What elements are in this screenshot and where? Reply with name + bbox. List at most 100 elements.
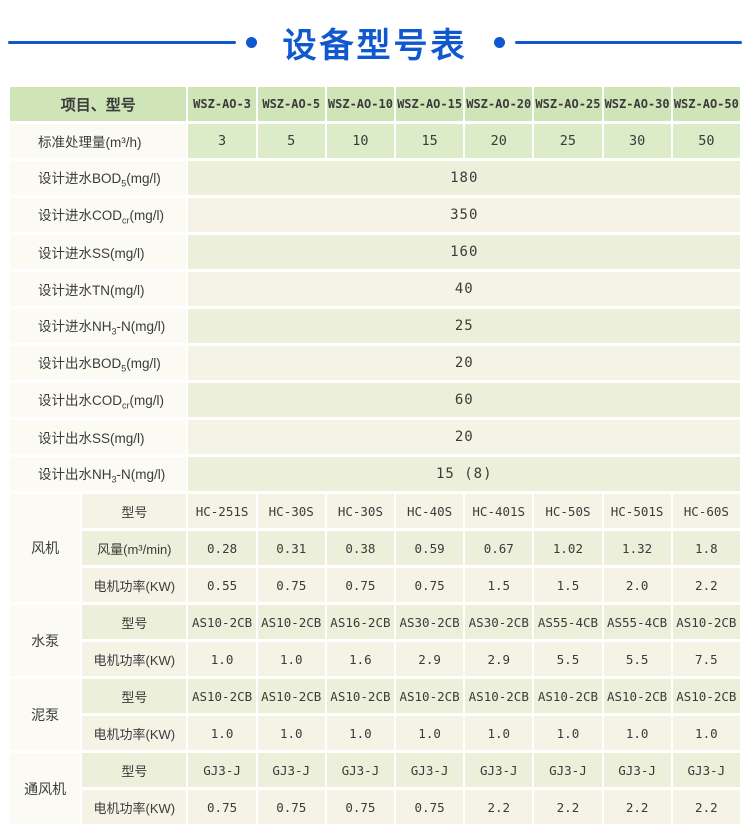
model-column-header: WSZ-AO-25: [534, 87, 602, 121]
equipment-value-cell: 0.75: [257, 790, 325, 824]
design-row: 设计进水SS(mg/l) 160: [10, 235, 740, 269]
equipment-value-cell: AS10-2CB: [257, 605, 325, 639]
equipment-value-cell: GJ3-J: [188, 753, 256, 787]
model-column-header: WSZ-AO-30: [603, 87, 671, 121]
model-column-header: WSZ-AO-20: [465, 87, 533, 121]
design-value-cell: 160: [188, 235, 740, 269]
spec-label: 设计出水BOD5(mg/l): [10, 346, 187, 380]
equipment-value-cell: AS10-2CB: [672, 605, 740, 639]
equipment-value-cell: 1.0: [603, 716, 671, 750]
spec-label: 设计出水SS(mg/l): [10, 420, 187, 454]
equipment-value-cell: AS10-2CB: [603, 679, 671, 713]
equipment-value-cell: 1.0: [326, 716, 394, 750]
subscript: cr: [122, 215, 130, 226]
equipment-value-cell: AS10-2CB: [396, 679, 464, 713]
equipment-value-cell: 2.2: [672, 790, 740, 824]
equipment-row: 电机功率(KW) 1.0 1.0 1.0 1.0 1.0 1.0 1.0 1.0: [10, 716, 740, 750]
equipment-value-cell: GJ3-J: [603, 753, 671, 787]
design-row: 设计进水CODcr(mg/l) 350: [10, 198, 740, 232]
equipment-value-cell: AS10-2CB: [188, 679, 256, 713]
spec-label: 设计进水CODcr(mg/l): [10, 198, 187, 232]
capacity-value-cell: 3: [188, 124, 256, 158]
equipment-value-cell: HC-401S: [465, 494, 533, 528]
design-row: 设计进水TN(mg/l) 40: [10, 272, 740, 306]
capacity-row: 标准处理量(m³/h) 3 5 10 15 20 25 30 50: [10, 124, 740, 158]
equipment-value-cell: HC-40S: [396, 494, 464, 528]
capacity-value-cell: 20: [465, 124, 533, 158]
design-value-cell: 40: [188, 272, 740, 306]
equipment-value-cell: 0.31: [257, 531, 325, 565]
equipment-value-cell: 1.0: [188, 716, 256, 750]
equipment-value-cell: 1.0: [672, 716, 740, 750]
equipment-value-cell: AS55-4CB: [534, 605, 602, 639]
equipment-value-cell: HC-30S: [326, 494, 394, 528]
equipment-row-label: 型号: [82, 605, 187, 639]
subscript: 5: [121, 363, 127, 374]
equipment-value-cell: 1.0: [257, 716, 325, 750]
equipment-row: 水泵 型号 AS10-2CB AS10-2CB AS16-2CB AS30-2CB AS30…: [10, 605, 740, 676]
subscript: 3: [111, 474, 117, 485]
model-column-header: WSZ-AO-15: [396, 87, 464, 121]
equipment-value-cell: HC-50S: [534, 494, 602, 528]
design-row: 设计出水BOD5(mg/l) 20: [10, 346, 740, 380]
page-title: 设备型号表: [282, 26, 468, 65]
equipment-value-cell: 0.75: [326, 568, 394, 602]
equipment-value-cell: 1.02: [534, 531, 602, 565]
equipment-value-cell: 0.75: [396, 790, 464, 824]
capacity-value-cell: 5: [257, 124, 325, 158]
equipment-value-cell: GJ3-J: [257, 753, 325, 787]
title-dot-left: [245, 36, 257, 48]
equipment-row-label: 电机功率(KW): [82, 716, 187, 750]
equipment-value-cell: 2.2: [603, 790, 671, 824]
design-row: 设计进水NH3-N(mg/l) 25: [10, 309, 740, 343]
equipment-value-cell: 5.5: [603, 642, 671, 676]
design-value-cell: 15 (8): [188, 457, 740, 491]
equipment-value-cell: 2.2: [672, 568, 740, 602]
spec-label: 设计进水SS(mg/l): [10, 235, 187, 269]
equipment-row-label: 型号: [82, 494, 187, 528]
equipment-value-cell: 0.28: [188, 531, 256, 565]
equipment-row: 电机功率(KW) 0.55 0.75 0.75 0.75 1.5 1.5 2.0 2.2: [10, 568, 740, 602]
equipment-value-cell: 2.9: [465, 642, 533, 676]
equipment-value-cell: 1.6: [326, 642, 394, 676]
equipment-value-cell: 5.5: [534, 642, 602, 676]
section-label: 水泵: [10, 605, 81, 676]
equipment-value-cell: AS10-2CB: [326, 679, 394, 713]
capacity-value-cell: 15: [396, 124, 464, 158]
equipment-value-cell: 0.75: [326, 790, 394, 824]
capacity-value-cell: 50: [672, 124, 740, 158]
design-value-cell: 20: [188, 420, 740, 454]
equipment-spec-table: 项目、型号 WSZ-AO-3 WSZ-AO-5 WSZ-AO-10 WSZ-AO-15 W…: [8, 84, 742, 827]
equipment-value-cell: GJ3-J: [672, 753, 740, 787]
section-label: 风机: [10, 494, 81, 602]
equipment-value-cell: 1.5: [534, 568, 602, 602]
model-column-header: WSZ-AO-3: [188, 87, 256, 121]
equipment-row: 电机功率(KW) 1.0 1.0 1.6 2.9 2.9 5.5 5.5 7.5: [10, 642, 740, 676]
equipment-row-label: 电机功率(KW): [82, 790, 187, 824]
capacity-value-cell: 25: [534, 124, 602, 158]
subscript: cr: [122, 400, 130, 411]
section-label: 通风机: [10, 753, 81, 824]
design-value-cell: 350: [188, 198, 740, 232]
design-value-cell: 25: [188, 309, 740, 343]
equipment-value-cell: 1.0: [396, 716, 464, 750]
equipment-value-cell: 1.0: [465, 716, 533, 750]
equipment-value-cell: HC-60S: [672, 494, 740, 528]
spec-label: 设计进水NH3-N(mg/l): [10, 309, 187, 343]
equipment-value-cell: 0.59: [396, 531, 464, 565]
equipment-value-cell: 1.0: [257, 642, 325, 676]
equipment-row-label: 型号: [82, 753, 187, 787]
equipment-value-cell: AS55-4CB: [603, 605, 671, 639]
equipment-value-cell: AS10-2CB: [534, 679, 602, 713]
equipment-value-cell: 2.0: [603, 568, 671, 602]
equipment-row: 风机 型号 HC-251S HC-30S HC-30S HC-40S HC-401S HC-5…: [10, 494, 740, 602]
design-value-cell: 180: [188, 161, 740, 195]
equipment-value-cell: HC-501S: [603, 494, 671, 528]
equipment-value-cell: GJ3-J: [396, 753, 464, 787]
spec-label: 设计出水CODcr(mg/l): [10, 383, 187, 417]
equipment-value-cell: 2.2: [534, 790, 602, 824]
equipment-value-cell: AS10-2CB: [188, 605, 256, 639]
equipment-value-cell: GJ3-J: [534, 753, 602, 787]
model-column-header: WSZ-AO-50: [672, 87, 740, 121]
spec-label: 设计进水TN(mg/l): [10, 272, 187, 306]
